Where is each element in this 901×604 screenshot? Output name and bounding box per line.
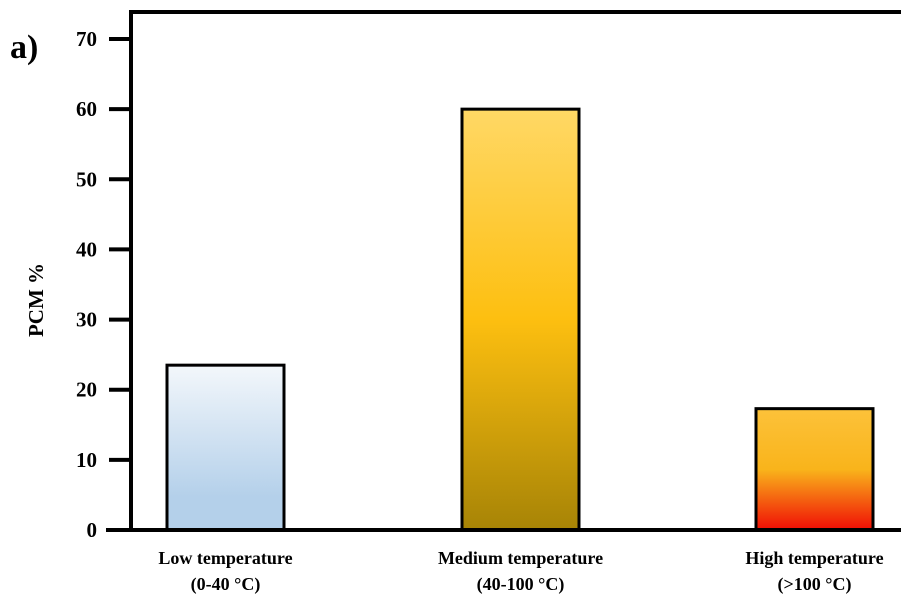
y-tick-label: 60 (76, 97, 97, 121)
bar (460, 107, 581, 532)
bars (165, 107, 875, 532)
y-tick-label: 0 (87, 518, 98, 542)
y-tick-label: 50 (76, 167, 97, 191)
y-axis-title: PCM % (24, 263, 48, 337)
y-tick-label: 30 (76, 308, 97, 332)
category-sublabel: (0-40 °C) (191, 574, 261, 595)
category-sublabel: (40-100 °C) (477, 574, 565, 595)
y-tick-label: 10 (76, 448, 97, 472)
bar (165, 363, 286, 532)
y-tick-label: 70 (76, 27, 97, 51)
category-label: Low temperature (158, 548, 292, 568)
y-tick-label: 40 (76, 237, 97, 261)
panel-label: a) (10, 29, 38, 66)
y-axis-ticks: 0 10 20 30 40 50 60 70 (76, 27, 131, 542)
y-tick-label: 20 (76, 378, 97, 402)
category-sublabel: (>100 °C) (778, 574, 852, 595)
bar (754, 407, 875, 532)
category-labels: Low temperature (0-40 °C) Medium temperatu… (158, 548, 883, 595)
category-label: High temperature (745, 548, 883, 568)
category-label: Medium temperature (438, 548, 603, 568)
